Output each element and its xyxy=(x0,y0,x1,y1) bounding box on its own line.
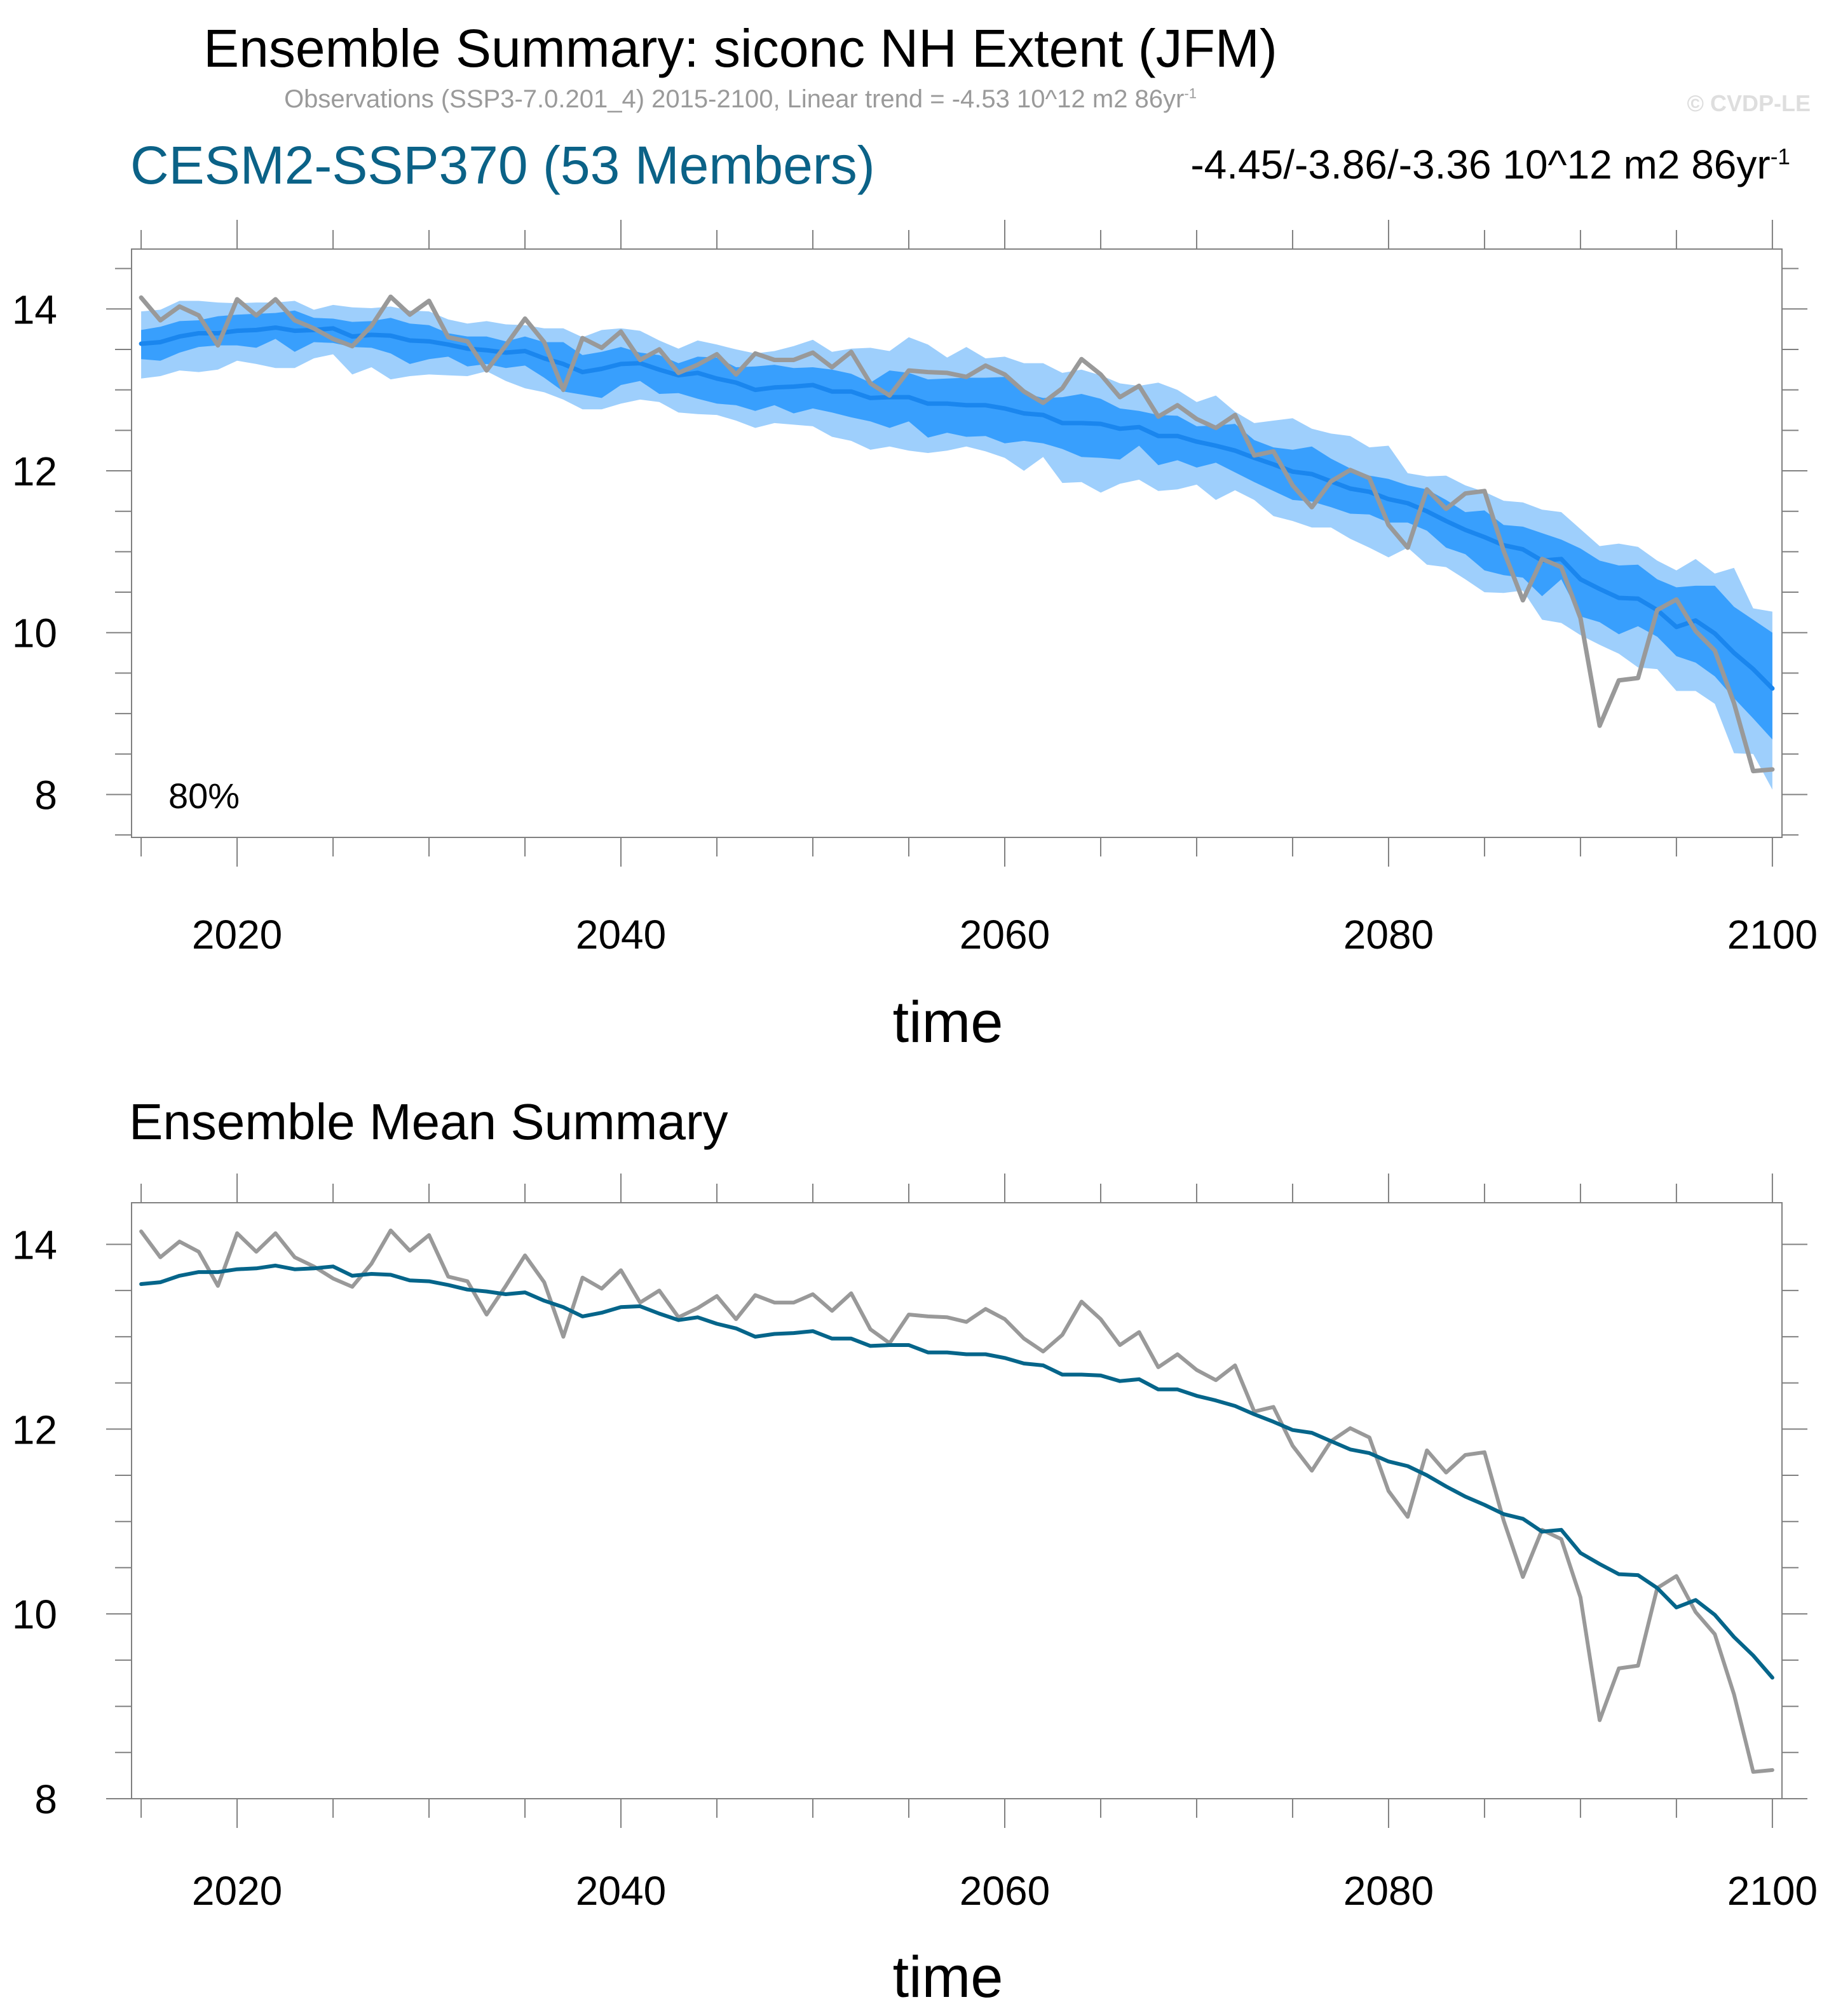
plot-frame xyxy=(131,1202,1783,1799)
subtitle-superscript: -1 xyxy=(1184,85,1197,102)
x-tick-label: 2080 xyxy=(1343,1868,1434,1914)
x-tick-label: 2060 xyxy=(960,1868,1050,1914)
x-tick-label: 2060 xyxy=(960,912,1050,957)
y-tick-label: 12 xyxy=(12,449,57,494)
trend-text: -4.45/-3.86/-3.36 10^12 m2 86yr xyxy=(1190,142,1771,187)
copyright-label: © CVDP-LE xyxy=(1687,90,1811,116)
y-tick-label: 8 xyxy=(34,1776,57,1822)
x-tick-label: 2040 xyxy=(576,912,666,957)
ensemble-mean-line xyxy=(139,1263,1774,1680)
trend-label: -4.45/-3.86/-3.36 10^12 m2 86yr-1 xyxy=(1190,141,1790,188)
plot-frame xyxy=(131,248,1783,838)
x-axis-label: time xyxy=(893,990,1003,1055)
observations-line xyxy=(139,1228,1774,1774)
inner-percentile-band xyxy=(141,310,1772,740)
x-axis-label: time xyxy=(893,1945,1003,2010)
model-label: CESM2-SSP370 (53 Members) xyxy=(130,135,875,195)
x-tick-label: 2020 xyxy=(192,1868,282,1914)
y-tick-label: 8 xyxy=(34,772,57,818)
mean-panel-title: Ensemble Mean Summary xyxy=(129,1093,728,1150)
x-tick-label: 2020 xyxy=(192,912,282,957)
main-title: Ensemble Summary: siconc NH Extent (JFM) xyxy=(203,18,1277,78)
trend-superscript: -1 xyxy=(1770,144,1790,170)
percentile-annotation: 80% xyxy=(168,776,240,816)
ensemble-summary-panel: 2020 2040 2060 2080 2100 8 10 12 14 time 80% xyxy=(12,220,1818,1055)
y-tick-label: 14 xyxy=(12,1222,57,1268)
x-tick-label: 2040 xyxy=(576,1868,666,1914)
x-tick-label: 2100 xyxy=(1727,1868,1818,1914)
observations-line xyxy=(139,294,1775,774)
ensemble-mean-panel: 2020 2040 2060 2080 2100 8 10 12 14 time xyxy=(12,1174,1818,2010)
y-tick-label: 10 xyxy=(12,611,57,656)
x-tick-label: 2100 xyxy=(1727,912,1818,957)
x-tick-label: 2080 xyxy=(1343,912,1434,957)
subtitle-text: Observations (SSP3-7.0.201_4) 2015-2100,… xyxy=(284,85,1185,113)
y-tick-label: 10 xyxy=(12,1592,57,1637)
y-tick-label: 14 xyxy=(12,287,57,332)
observations-subtitle: Observations (SSP3-7.0.201_4) 2015-2100,… xyxy=(0,85,1481,114)
y-tick-label: 12 xyxy=(12,1407,57,1452)
